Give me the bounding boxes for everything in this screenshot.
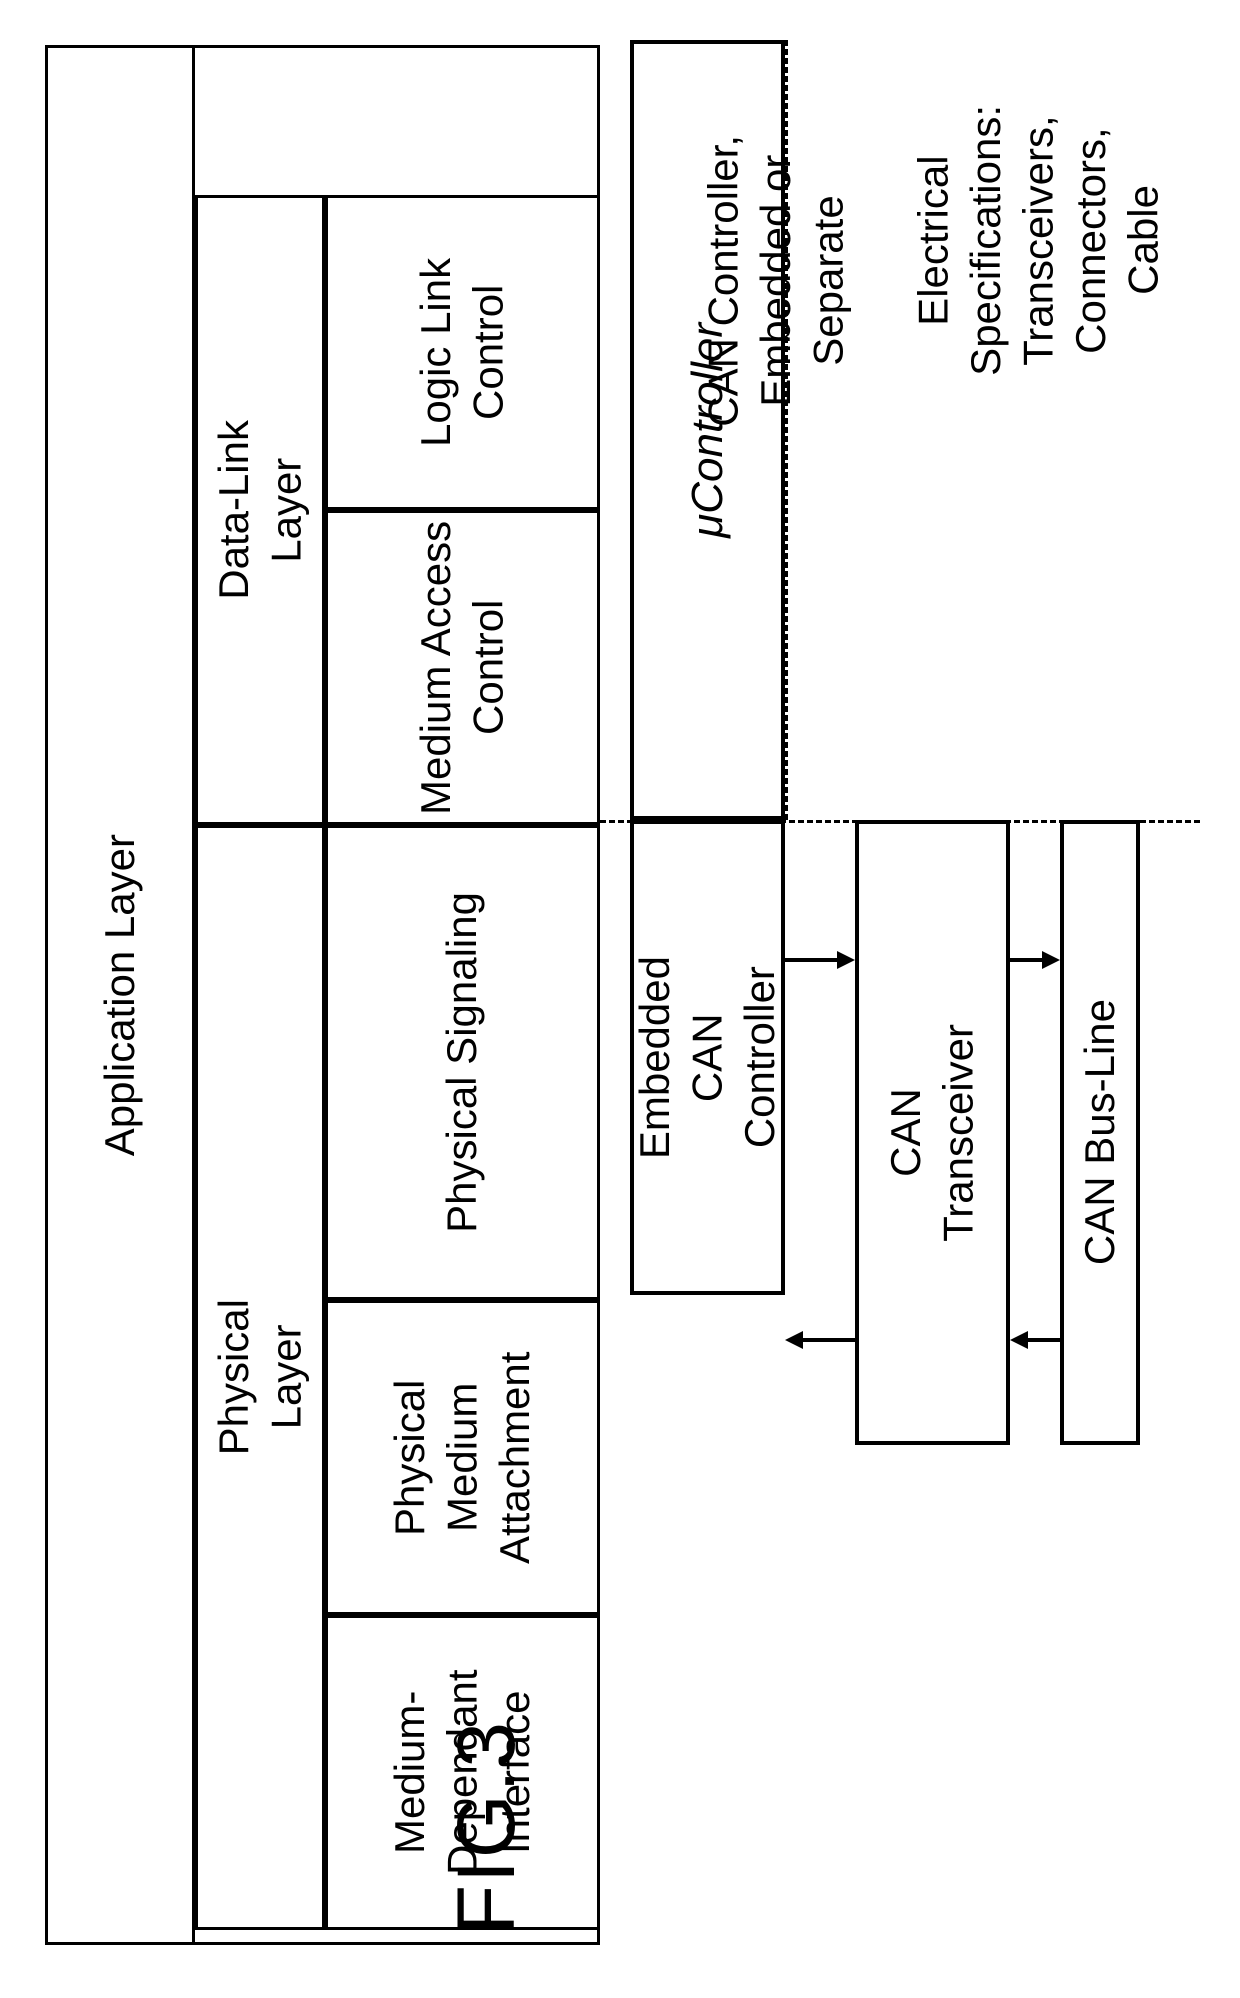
arrowhead-ecc-to-trx [837, 951, 855, 969]
mac-row: Medium Access Control [325, 510, 600, 825]
embedded-can-controller-box: Embedded CAN Controller [630, 820, 785, 1295]
phys-sig-row: Physical Signaling [325, 825, 600, 1300]
figure-label-text: FIG.3 [441, 1720, 532, 1935]
figure-label: FIG.3 [440, 1720, 534, 1935]
pma-label: Physical Medium Attachment [384, 1303, 542, 1612]
can-transceiver-label: CAN Transceiver [880, 1024, 985, 1242]
application-layer-label: Application Layer [94, 834, 147, 1156]
annotation-electrical: Electrical Specifications: Transceivers,… [855, 105, 1170, 376]
llc-row: Logic Link Control [325, 195, 600, 510]
datalink-layer-label: Data-Link Layer [208, 420, 313, 600]
arrow-ecc-to-trx [785, 958, 837, 962]
arrowhead-trx-to-ecc [785, 1331, 803, 1349]
llc-label: Logic Link Control [410, 198, 515, 507]
phys-sig-label: Physical Signaling [436, 892, 489, 1233]
pma-row: Physical Medium Attachment [325, 1300, 600, 1615]
can-busline-box: CAN Bus-Line [1060, 820, 1140, 1445]
application-layer: Application Layer [45, 45, 195, 1945]
datalink-layer: Data-Link Layer [195, 195, 325, 825]
physical-layer-label: Physical Layer [208, 1299, 313, 1455]
arrow-trx-to-bus [1010, 958, 1042, 962]
can-transceiver-box: CAN Transceiver [855, 820, 1010, 1445]
can-busline-label: CAN Bus-Line [1074, 999, 1127, 1265]
annotation-can-controller: CAN Controller, Embedded or Separate [645, 135, 855, 427]
mac-label: Medium Access Control [410, 513, 515, 822]
annotation-electrical-text: Electrical Specifications: Transceivers,… [910, 105, 1167, 376]
arrow-bus-to-trx [1028, 1338, 1060, 1342]
annotation-can-controller-text: CAN Controller, Embedded or Separate [700, 135, 852, 427]
physical-layer: Physical Layer [195, 825, 325, 1930]
arrowhead-trx-to-bus [1042, 951, 1060, 969]
arrowhead-bus-to-trx [1010, 1331, 1028, 1349]
embedded-can-controller-label: Embedded CAN Controller [629, 956, 787, 1159]
arrow-trx-to-ecc [803, 1338, 855, 1342]
